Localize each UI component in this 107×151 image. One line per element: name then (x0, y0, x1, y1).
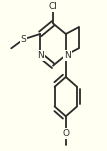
Text: Cl: Cl (49, 2, 57, 11)
Text: O: O (62, 129, 69, 138)
Text: N: N (65, 51, 71, 60)
Text: N: N (37, 51, 44, 60)
Text: S: S (21, 35, 26, 44)
